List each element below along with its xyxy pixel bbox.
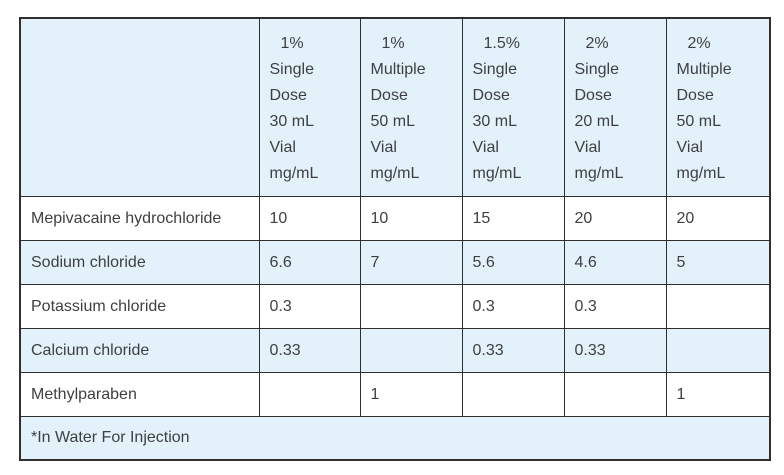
value-cell: 0.3 <box>563 284 667 329</box>
value-cell <box>461 372 565 417</box>
header-cell-col5: 2% Multiple Dose 50 mL Vial mg/mL <box>665 17 771 197</box>
value-cell: 0.3 <box>461 284 565 329</box>
table-row-sodium-chloride: Sodium chloride 6.6 7 5.6 4.6 5 <box>19 240 771 285</box>
value-cell <box>665 284 771 329</box>
table-row-calcium-chloride: Calcium chloride 0.33 0.33 0.33 <box>19 328 771 373</box>
value-cell: 20 <box>665 196 771 241</box>
header-line: mg/mL <box>472 165 522 182</box>
header-line: 30 mL <box>472 113 517 130</box>
table-row-potassium-chloride: Potassium chloride 0.3 0.3 0.3 <box>19 284 771 329</box>
value-cell: 20 <box>563 196 667 241</box>
header-line: 1% <box>280 35 304 52</box>
row-label: Potassium chloride <box>19 284 260 329</box>
header-line: mg/mL <box>676 165 726 182</box>
row-label: Calcium chloride <box>19 328 260 373</box>
header-line: mg/mL <box>269 165 319 182</box>
value-cell: 0.33 <box>563 328 667 373</box>
value-cell: 10 <box>258 196 361 241</box>
value-cell: 7 <box>359 240 463 285</box>
header-line: Multiple <box>676 61 732 78</box>
header-line: Dose <box>676 87 714 104</box>
header-line: Dose <box>472 87 510 104</box>
value-cell <box>359 284 463 329</box>
row-label: Methylparaben <box>19 372 260 417</box>
header-line: 50 mL <box>676 113 721 130</box>
header-line: mg/mL <box>370 165 420 182</box>
footnote-row: *In Water For Injection <box>19 416 771 461</box>
formulation-table-wrapper: 1% Single Dose 30 mL Vial mg/mL 1% Multi… <box>19 17 771 461</box>
footnote-cell: *In Water For Injection <box>19 416 771 461</box>
row-label: Sodium chloride <box>19 240 260 285</box>
header-line: Single <box>269 61 314 78</box>
row-label: Mepivacaine hydrochloride <box>19 196 260 241</box>
header-cell-col2: 1% Multiple Dose 50 mL Vial mg/mL <box>359 17 463 197</box>
header-cell-col4: 2% Single Dose 20 mL Vial mg/mL <box>563 17 667 197</box>
table-row-methylparaben: Methylparaben 1 1 <box>19 372 771 417</box>
value-cell: 0.3 <box>258 284 361 329</box>
value-cell <box>258 372 361 417</box>
value-cell: 6.6 <box>258 240 361 285</box>
header-cell-col3: 1.5% Single Dose 30 mL Vial mg/mL <box>461 17 565 197</box>
header-line: 1.5% <box>483 35 520 52</box>
header-line: Dose <box>370 87 408 104</box>
value-cell <box>665 328 771 373</box>
value-cell: 5 <box>665 240 771 285</box>
header-line: mg/mL <box>574 165 624 182</box>
value-cell: 5.6 <box>461 240 565 285</box>
value-cell: 0.33 <box>461 328 565 373</box>
header-line: Vial <box>472 139 499 156</box>
header-line: Single <box>574 61 619 78</box>
value-cell: 4.6 <box>563 240 667 285</box>
header-line: 2% <box>687 35 711 52</box>
table-row-mepivacaine: Mepivacaine hydrochloride 10 10 15 20 20 <box>19 196 771 241</box>
header-line: Vial <box>370 139 397 156</box>
header-line: Vial <box>676 139 703 156</box>
header-line: 50 mL <box>370 113 415 130</box>
value-cell: 1 <box>665 372 771 417</box>
header-line: 30 mL <box>269 113 314 130</box>
formulation-table: 1% Single Dose 30 mL Vial mg/mL 1% Multi… <box>19 17 771 461</box>
value-cell <box>359 328 463 373</box>
header-line: Dose <box>574 87 612 104</box>
value-cell <box>563 372 667 417</box>
header-line: 1% <box>381 35 405 52</box>
header-cell-col1: 1% Single Dose 30 mL Vial mg/mL <box>258 17 361 197</box>
value-cell: 15 <box>461 196 565 241</box>
value-cell: 1 <box>359 372 463 417</box>
header-line: Vial <box>574 139 601 156</box>
value-cell: 0.33 <box>258 328 361 373</box>
header-row: 1% Single Dose 30 mL Vial mg/mL 1% Multi… <box>19 17 771 197</box>
header-line: Multiple <box>370 61 426 78</box>
header-line: 2% <box>585 35 609 52</box>
header-line: Vial <box>269 139 296 156</box>
header-line: 20 mL <box>574 113 619 130</box>
corner-cell <box>19 17 260 197</box>
header-line: Single <box>472 61 517 78</box>
value-cell: 10 <box>359 196 463 241</box>
header-line: Dose <box>269 87 307 104</box>
